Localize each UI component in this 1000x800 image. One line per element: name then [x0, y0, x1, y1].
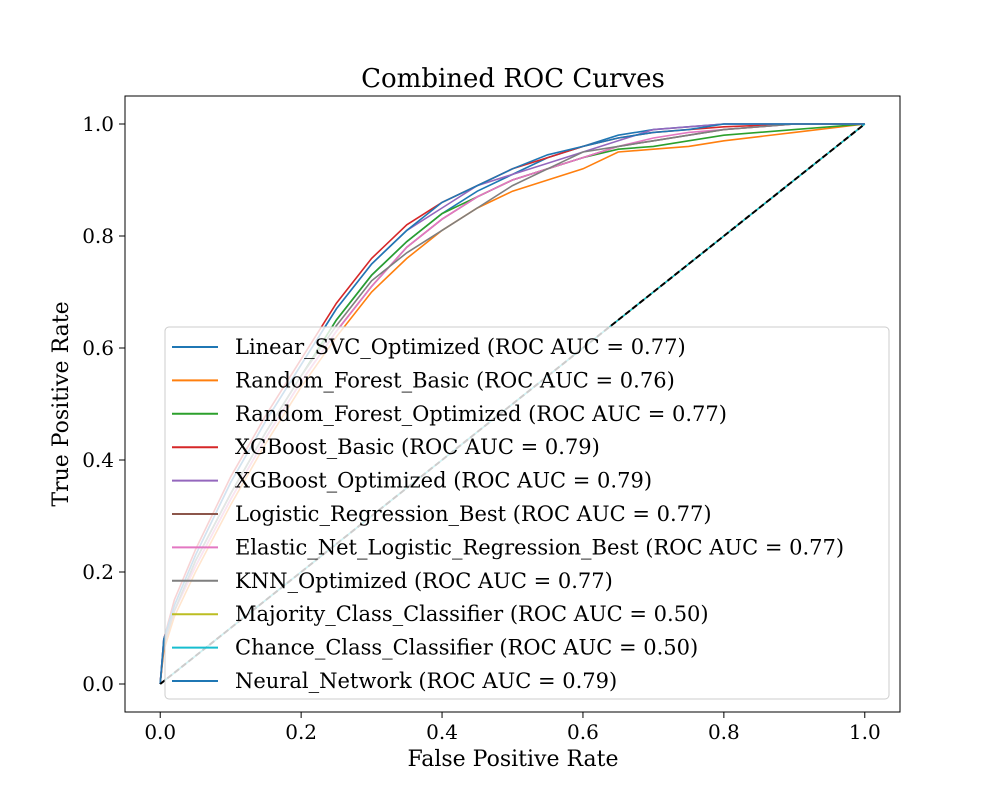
y-tick-label: 0.0: [82, 672, 114, 696]
y-tick-label: 0.2: [82, 560, 114, 584]
x-tick-label: 0.6: [567, 720, 599, 744]
y-tick-label: 1.0: [82, 112, 114, 136]
legend-label-7: Elastic_Net_Logistic_Regression_Best (RO…: [235, 535, 844, 559]
legend: Linear_SVC_Optimized (ROC AUC = 0.77) Ran…: [164, 326, 890, 700]
x-tick-label: 0.8: [708, 720, 740, 744]
legend-label-3: Random_Forest_Optimized (ROC AUC = 0.77): [235, 402, 727, 426]
chart-title: Combined ROC Curves: [361, 64, 665, 94]
y-tick-label: 0.8: [82, 224, 114, 248]
y-tick-label: 0.6: [82, 336, 114, 360]
legend-label-2: Random_Forest_Basic (ROC AUC = 0.76): [235, 368, 675, 392]
legend-label-9: Majority_Class_Classifier (ROC AUC = 0.5…: [235, 602, 709, 626]
y-tick-label: 0.4: [82, 448, 114, 472]
y-axis-ticks: 0.0 0.2 0.4 0.6 0.8 1.0: [82, 112, 125, 696]
y-axis-label: True Positive Rate: [49, 301, 74, 506]
legend-label-10: Chance_Class_Classifier (ROC AUC = 0.50): [235, 636, 698, 660]
x-tick-label: 0.0: [144, 720, 176, 744]
legend-label-8: KNN_Optimized (ROC AUC = 0.77): [235, 569, 613, 593]
legend-label-11: Neural_Network (ROC AUC = 0.79): [235, 669, 617, 693]
x-tick-label: 1.0: [849, 720, 881, 744]
x-tick-label: 0.2: [285, 720, 317, 744]
legend-label-6: Logistic_Regression_Best (ROC AUC = 0.77…: [235, 502, 712, 526]
legend-label-4: XGBoost_Basic (ROC AUC = 0.79): [235, 435, 600, 459]
plot-frame: [124, 95, 901, 713]
legend-label-5: XGBoost_Optimized (ROC AUC = 0.79): [235, 469, 652, 493]
x-tick-label: 0.4: [426, 720, 458, 744]
legend-label-1: Linear_SVC_Optimized (ROC AUC = 0.77): [235, 335, 686, 359]
x-axis-ticks: 0.0 0.2 0.4 0.6 0.8 1.0: [144, 712, 881, 744]
legend-box: [164, 326, 890, 700]
x-axis-label: False Positive Rate: [407, 747, 618, 772]
